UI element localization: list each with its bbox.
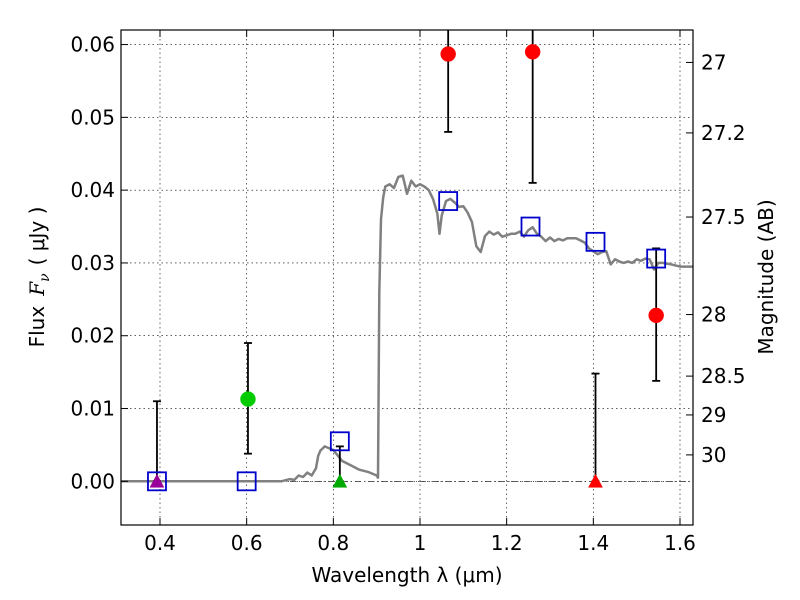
- y-axis-label: Flux Fν ( μJy ): [25, 207, 53, 348]
- grid: [121, 30, 693, 525]
- y2-axis-label: Magnitude (AB): [754, 199, 778, 354]
- x-tick-label: 1: [414, 531, 427, 555]
- plot-content: [121, 30, 693, 492]
- mag-tick-label: 30: [701, 443, 726, 467]
- plot-frame: [120, 29, 694, 526]
- y-tick-label: 0.00: [70, 469, 115, 493]
- model-band-square: [147, 471, 167, 492]
- detection-marker: [240, 391, 256, 407]
- detection-marker: [648, 307, 664, 324]
- y-label-suffix: ( μJy ): [25, 207, 49, 266]
- x-tick-label: 0.4: [144, 531, 176, 555]
- y-tick-label: 0.06: [70, 33, 115, 57]
- detection-marker: [440, 46, 456, 62]
- model-band-square: [236, 471, 257, 492]
- axis-ticks: 0.4 0.6 0.8 1 1.2 1.4 1.6 0.00 0.01 0.02 0.03 0.04 0…: [70, 30, 746, 555]
- upper-limit-marker: [332, 473, 348, 488]
- x-tick-label: 1.4: [577, 531, 609, 555]
- model-band-square: [585, 231, 606, 252]
- upper-limit-marker: [588, 473, 603, 488]
- plot-area: [121, 30, 693, 525]
- model-band-square: [329, 431, 350, 452]
- y-label-prefix: Flux: [25, 306, 49, 348]
- detection-marker: [524, 44, 541, 60]
- mag-tick-label: 27.2: [701, 121, 746, 145]
- mag-tick-label: 27.5: [701, 205, 746, 229]
- y-label-subscript: ν: [37, 273, 53, 282]
- y-tick-label: 0.05: [70, 105, 115, 129]
- y-tick-label: 0.04: [70, 178, 115, 202]
- x-tick-label: 0.8: [317, 531, 349, 555]
- x-axis-label: Wavelength λ (μm): [311, 563, 502, 587]
- model-band-square: [520, 216, 541, 237]
- mag-tick-label: 28: [701, 303, 726, 327]
- x-tick-label: 1.6: [664, 531, 696, 555]
- upper-limit-marker: [149, 473, 165, 488]
- model-band-square: [646, 248, 667, 269]
- y-tick-label: 0.01: [70, 397, 115, 421]
- model-band-square: [438, 191, 459, 211]
- y-tick-label: 0.02: [70, 324, 115, 348]
- x-tick-label: 1.2: [491, 531, 523, 555]
- y-label-symbol: F: [25, 281, 49, 297]
- mag-tick-label: 27: [701, 50, 726, 74]
- mag-tick-label: 29: [701, 403, 726, 427]
- y-tick-label: 0.03: [70, 251, 115, 275]
- mag-tick-label: 28.5: [701, 364, 746, 388]
- x-tick-label: 0.6: [231, 531, 263, 555]
